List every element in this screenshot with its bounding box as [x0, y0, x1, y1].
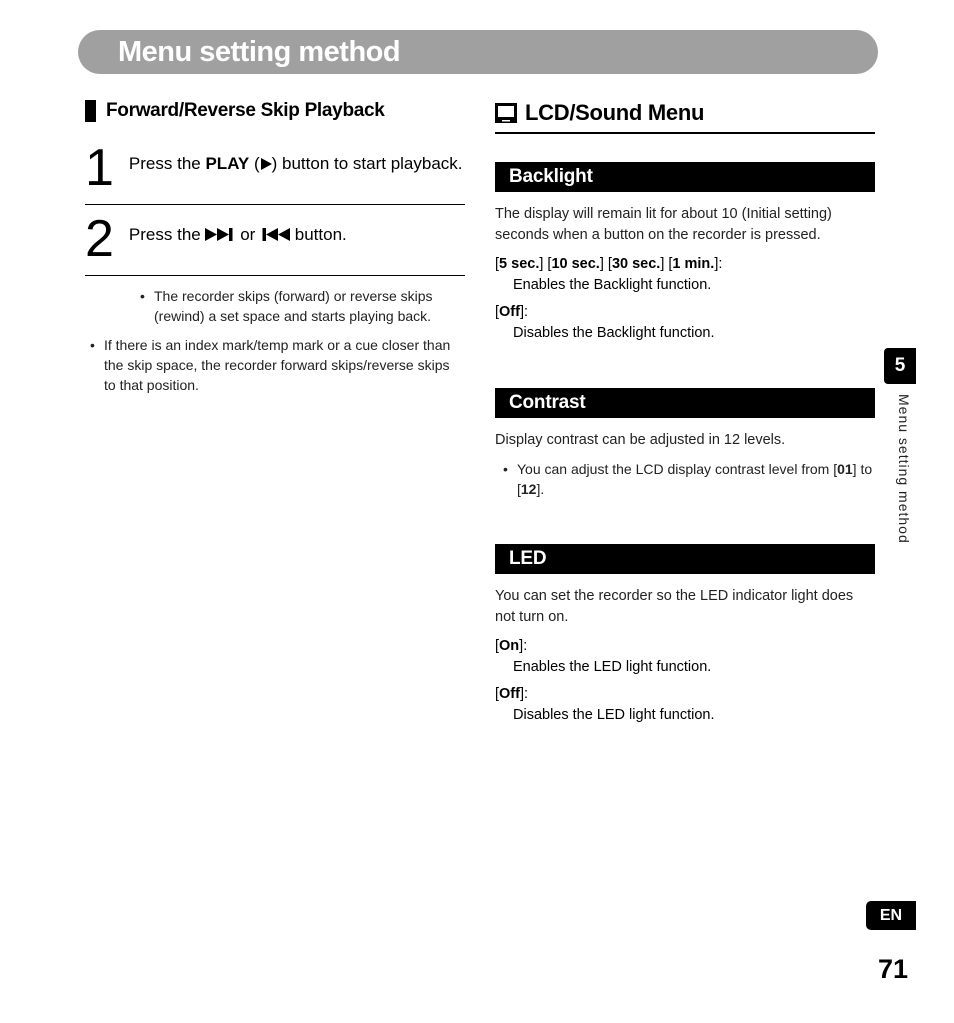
led-body: You can set the recorder so the LED indi… — [495, 586, 875, 628]
left-column: Forward/Reverse Skip Playback 1 Press th… — [85, 100, 465, 770]
step-1-text-d: ) button to start playback. — [272, 154, 463, 173]
opt-5sec: 5 sec. — [499, 256, 539, 272]
bullet-item: If there is an index mark/temp mark or a… — [90, 335, 465, 396]
chapter-tab: 5 — [884, 348, 916, 384]
bracket: ]: — [520, 686, 528, 702]
bracket: ]: — [520, 304, 528, 320]
lcd-menu-icon — [495, 103, 517, 123]
menu-heading-text: LCD/Sound Menu — [525, 100, 704, 126]
backlight-section: Backlight The display will remain lit fo… — [495, 162, 875, 344]
contrast-bar: Contrast — [495, 388, 875, 418]
contrast-body: Display contrast can be adjusted in 12 l… — [495, 430, 875, 451]
bracket: ] [ — [660, 256, 672, 272]
backlight-bar: Backlight — [495, 162, 875, 192]
language-tab: EN — [866, 901, 916, 930]
opt-off: Off — [499, 304, 520, 320]
led-section: LED You can set the recorder so the LED … — [495, 544, 875, 726]
step-2-bullets: The recorder skips (forward) or reverse … — [85, 286, 465, 327]
contrast-val-12: 12 — [521, 481, 537, 497]
backlight-off-line: [Off]: — [495, 302, 875, 323]
backlight-opt1-desc: Enables the Backlight function. — [495, 275, 875, 296]
step-1-text-c: ( — [249, 154, 259, 173]
led-on-line: [On]: — [495, 636, 875, 657]
step-2-text-c: button. — [290, 225, 347, 244]
led-bar: LED — [495, 544, 875, 574]
contrast-bullet-e: ]. — [536, 481, 544, 497]
step-1-body: Press the PLAY ( ) button to start playba… — [129, 144, 465, 176]
opt-off: Off — [499, 686, 520, 702]
backlight-opt2-desc: Disables the Backlight function. — [495, 323, 875, 344]
backlight-options-line: [5 sec.] [10 sec.] [30 sec.] [1 min.]: — [495, 254, 875, 275]
step-2-body: Press the or button. — [129, 215, 465, 247]
contrast-bullets: You can adjust the LCD display contrast … — [495, 459, 875, 500]
vertical-section-label: Menu setting method — [896, 394, 912, 544]
chapter-number: 5 — [895, 355, 906, 377]
step-2-number: 2 — [85, 213, 114, 265]
step-2-text-a: Press the — [129, 225, 206, 244]
page-number: 71 — [878, 954, 908, 985]
opt-1min: 1 min. — [672, 256, 714, 272]
step-2: 2 Press the or button. — [85, 215, 465, 276]
fast-forward-icon — [205, 224, 235, 248]
contrast-val-01: 01 — [837, 461, 853, 477]
step-2-text-b: or — [235, 225, 260, 244]
backlight-body: The display will remain lit for about 10… — [495, 204, 875, 246]
step-1-text-a: Press the — [129, 154, 206, 173]
bracket: ] [ — [600, 256, 612, 272]
page-title: Menu setting method — [118, 36, 400, 69]
language-label: EN — [880, 907, 902, 925]
left-bullets: If there is an index mark/temp mark or a… — [85, 335, 465, 396]
contrast-bullet-a: You can adjust the LCD display contrast … — [517, 461, 837, 477]
left-heading-text: Forward/Reverse Skip Playback — [106, 100, 385, 122]
step-1-play-label: PLAY — [205, 154, 249, 173]
bullet-item: The recorder skips (forward) or reverse … — [140, 286, 465, 327]
step-1-number: 1 — [85, 142, 114, 194]
left-heading: Forward/Reverse Skip Playback — [85, 100, 465, 122]
led-opt2-desc: Disables the LED light function. — [495, 705, 875, 726]
led-opt1-desc: Enables the LED light function. — [495, 657, 875, 678]
content-columns: Forward/Reverse Skip Playback 1 Press th… — [85, 100, 875, 770]
play-icon — [260, 153, 272, 177]
opt-10sec: 10 sec. — [551, 256, 599, 272]
menu-heading: LCD/Sound Menu — [495, 100, 875, 134]
contrast-section: Contrast Display contrast can be adjuste… — [495, 388, 875, 500]
bracket: ] [ — [539, 256, 551, 272]
opt-30sec: 30 sec. — [612, 256, 660, 272]
rewind-icon — [260, 224, 290, 248]
bracket: ]: — [519, 638, 527, 654]
right-column: LCD/Sound Menu Backlight The display wil… — [495, 100, 875, 770]
led-off-line: [Off]: — [495, 684, 875, 705]
title-banner: Menu setting method — [78, 30, 878, 74]
bracket: ]: — [714, 256, 722, 272]
heading-bar-icon — [85, 100, 96, 122]
step-1: 1 Press the PLAY ( ) button to start play… — [85, 144, 465, 205]
bullet-item: You can adjust the LCD display contrast … — [503, 459, 875, 500]
opt-on: On — [499, 638, 519, 654]
